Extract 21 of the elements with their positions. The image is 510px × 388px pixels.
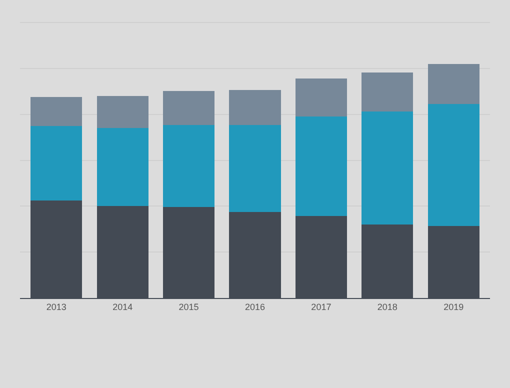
bar (295, 78, 348, 117)
x-tick-label: 2018 (377, 302, 398, 312)
bar (362, 112, 414, 225)
x-tick-label: 2017 (311, 302, 332, 312)
x-tick-label: 2014 (112, 302, 133, 312)
bar (162, 125, 215, 208)
x-tick-label: 2016 (244, 302, 266, 312)
x-tick-label: 2013 (46, 302, 66, 312)
bar (96, 128, 148, 206)
bar (428, 104, 480, 226)
bar (428, 64, 480, 104)
x-tick-label: 2015 (178, 302, 199, 312)
bar (162, 91, 215, 126)
bar (229, 90, 281, 126)
bar (30, 126, 82, 200)
bar (96, 96, 148, 128)
x-tick-label: 2019 (444, 302, 464, 312)
bar (362, 72, 414, 112)
bar (30, 96, 82, 126)
bar (295, 116, 348, 216)
bar (229, 125, 281, 212)
